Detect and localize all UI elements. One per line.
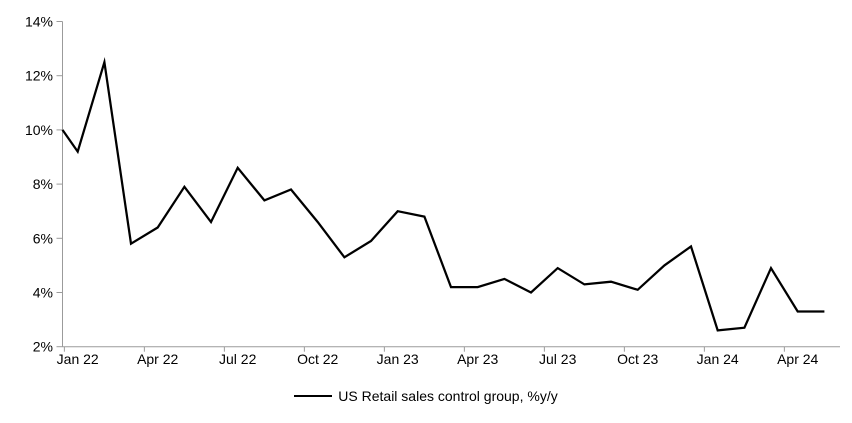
legend: US Retail sales control group, %y/y xyxy=(0,386,852,406)
y-axis-tick-label: 10% xyxy=(25,122,53,138)
y-axis-tick-label: 14% xyxy=(25,14,53,30)
x-axis-tick-label: Apr 23 xyxy=(457,351,498,367)
x-axis-tick-label: Oct 23 xyxy=(617,351,658,367)
y-axis-tick-label: 6% xyxy=(33,230,53,246)
x-axis-tick-label: Apr 22 xyxy=(137,351,178,367)
x-axis-tick-label: Jan 23 xyxy=(377,351,419,367)
y-axis-tick-label: 2% xyxy=(33,339,53,355)
legend-line-sample xyxy=(294,395,333,397)
x-axis-tick-label: Jul 23 xyxy=(539,351,577,367)
y-axis-tick-label: 8% xyxy=(33,176,53,192)
y-axis-tick-label: 12% xyxy=(25,68,53,84)
x-axis-tick-label: Jan 24 xyxy=(697,351,739,367)
x-axis-tick-label: Jul 22 xyxy=(219,351,257,367)
x-axis-tick-label: Jan 22 xyxy=(57,351,99,367)
line-chart-canvas: 14% 12% 10% 8% 6% 4% 2%Jan 22 Apr 22 Jul 22 Oct 2… xyxy=(25,14,840,367)
x-axis-tick-label: Oct 22 xyxy=(297,351,338,367)
series-line-us-retail-control xyxy=(61,57,825,332)
y-axis-tick-label: 4% xyxy=(33,285,53,301)
legend-series-label: US Retail sales control group, %y/y xyxy=(338,388,558,404)
x-axis-tick-label: Apr 24 xyxy=(777,351,818,367)
